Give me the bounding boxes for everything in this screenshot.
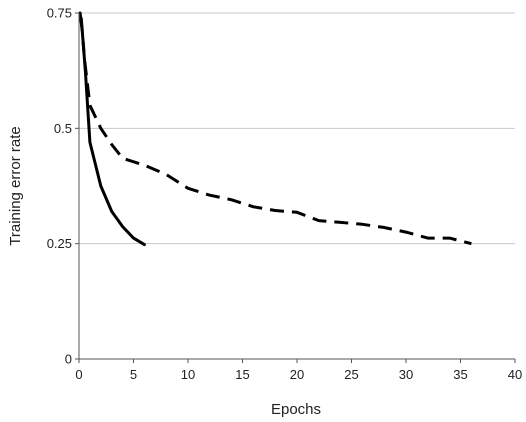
x-tick-label: 25 [344, 367, 358, 382]
x-tick-label: 30 [399, 367, 413, 382]
series-line-dashed [79, 17, 472, 246]
tick-layer: 0 0.25 0.5 0.75 0 5 10 15 20 25 30 35 40 [47, 6, 523, 383]
x-tick-label: 20 [290, 367, 304, 382]
x-tick-label: 35 [453, 367, 467, 382]
x-tick-label: 15 [235, 367, 249, 382]
grid-layer [79, 12, 515, 245]
y-tick-label: 0.5 [54, 121, 72, 136]
y-tick-label: 0.25 [47, 236, 72, 251]
y-tick-label: 0.75 [47, 6, 72, 21]
x-axis-title: Epochs [271, 401, 321, 418]
x-tick-label: 5 [130, 367, 137, 382]
x-tick-label: 40 [508, 367, 522, 382]
x-tick-label: 10 [181, 367, 195, 382]
x-tick-label: 0 [75, 367, 82, 382]
series-layer [78, 11, 472, 247]
y-axis-title: Training error rate [7, 126, 24, 246]
y-tick-label: 0 [65, 352, 72, 367]
